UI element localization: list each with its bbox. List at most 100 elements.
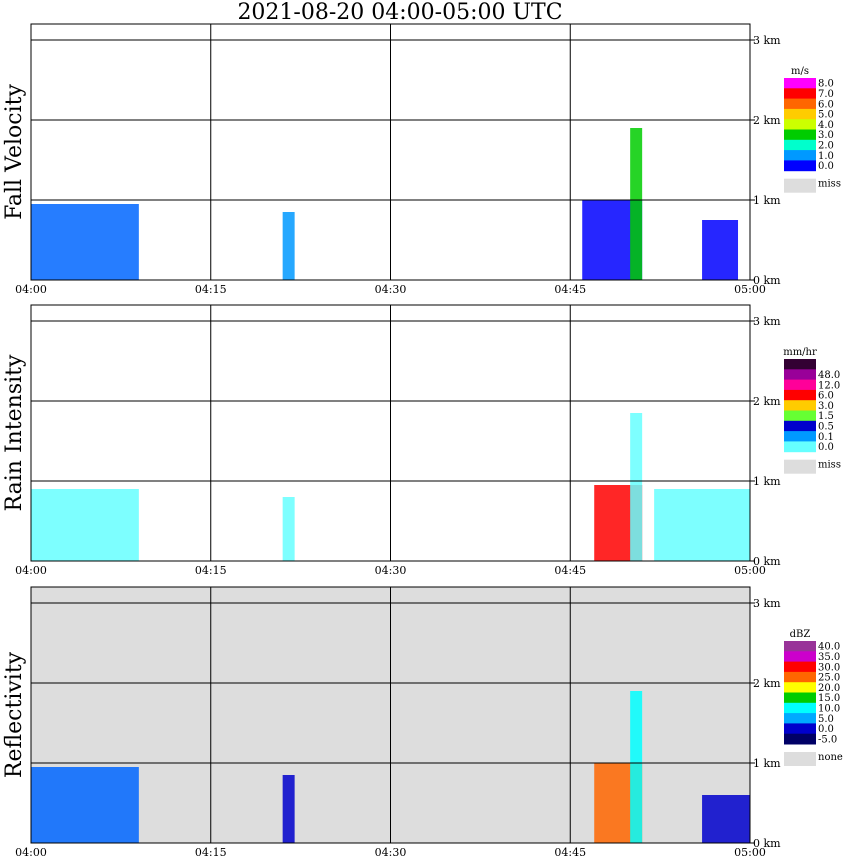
colorbar-swatch (784, 379, 816, 391)
colorbar-label: 1.0 (818, 151, 834, 162)
y-tick-label: 1 km (753, 475, 781, 488)
colorbar-label: 0.0 (818, 442, 834, 453)
panel-ylabel: Reflectivity (2, 651, 27, 778)
colorbar-label: 3.0 (818, 130, 834, 141)
colorbar-label: 8.0 (818, 79, 834, 90)
colorbar-label: 0.5 (818, 421, 834, 432)
plot-frame-1 (30, 23, 751, 281)
colorbar-label: 10.0 (818, 703, 840, 714)
colorbar-label: 5.0 (818, 714, 834, 725)
colorbar-label: 6.0 (818, 391, 834, 402)
colorbar-swatch (784, 139, 816, 151)
colorbar-swatch (784, 359, 816, 370)
x-tick-label: 04:45 (554, 846, 586, 859)
plot-frame-3 (30, 586, 751, 844)
echo-3-5 (702, 795, 750, 843)
x-tick-label: 04:00 (15, 283, 47, 296)
colorbar-label: 5.0 (818, 110, 834, 121)
x-tick-label: 04:15 (195, 283, 227, 296)
y-tick-label: 2 km (753, 114, 781, 127)
colorbar-unit: mm/hr (783, 347, 817, 358)
colorbar-missing-label: miss (818, 179, 841, 190)
echo-3-1 (31, 767, 139, 843)
y-tick-label: 0 km (753, 555, 781, 568)
colorbar-swatch (784, 651, 816, 663)
y-tick-label: 2 km (753, 677, 781, 690)
echo-2-4 (630, 413, 643, 561)
colorbar-label: 25.0 (818, 673, 840, 684)
colorbar-missing-label: none (818, 752, 843, 763)
colorbar-label: 12.0 (818, 380, 840, 391)
colorbar-missing-swatch (784, 178, 816, 193)
colorbar-missing-swatch (784, 752, 816, 766)
y-tick-label: 0 km (753, 837, 781, 850)
colorbar-swatch (784, 389, 816, 401)
x-tick-label: 04:00 (15, 564, 47, 577)
colorbar-label: 0.0 (818, 161, 834, 172)
colorbar-label: 40.0 (818, 642, 840, 653)
colorbar-swatch (784, 733, 816, 745)
colorbar-swatch (784, 692, 816, 704)
colorbar-swatch (784, 400, 816, 411)
colorbar-swatch (784, 410, 816, 422)
colorbar-label: 35.0 (818, 652, 840, 663)
colorbar-swatch (784, 702, 816, 714)
y-tick-label: 2 km (753, 395, 781, 408)
colorbar-label: 20.0 (818, 683, 840, 694)
x-tick-label: 04:30 (375, 846, 407, 859)
echo-2-1 (31, 489, 139, 561)
x-tick-label: 05:00 (734, 283, 766, 296)
y-tick-label: 1 km (753, 757, 781, 770)
colorbar-label: 4.0 (818, 120, 834, 131)
colorbar-label: 3.0 (818, 401, 834, 412)
colorbar-swatch (784, 420, 816, 432)
colorbar-label: 6.0 (818, 99, 834, 110)
x-tick-label: 04:30 (375, 283, 407, 296)
x-tick-label: 04:00 (15, 846, 47, 859)
x-tick-label: 04:30 (375, 564, 407, 577)
echo-3-2 (282, 775, 295, 843)
x-tick-label: 04:15 (195, 564, 227, 577)
panel-ylabel: Rain Intensity (2, 354, 27, 511)
colorbar-missing-swatch (784, 459, 816, 474)
colorbar-label: 48.0 (818, 370, 840, 381)
echo-2-2 (282, 497, 295, 561)
colorbar-swatch (784, 369, 816, 381)
colorbar-swatch (784, 98, 816, 110)
colorbar-swatch (784, 713, 816, 724)
panel-ylabel: Fall Velocity (2, 84, 27, 220)
x-tick-label: 05:00 (734, 846, 766, 859)
colorbar-label: 2.0 (818, 140, 834, 151)
x-tick-label: 04:45 (554, 564, 586, 577)
echo-1-4 (630, 128, 643, 280)
y-tick-label: 3 km (753, 315, 781, 328)
echo-1-1 (31, 204, 139, 280)
colorbar-swatch (784, 78, 816, 89)
colorbar-swatch (784, 150, 816, 161)
colorbar-swatch (784, 129, 816, 141)
colorbar-label: 15.0 (818, 693, 840, 704)
x-tick-label: 05:00 (734, 564, 766, 577)
colorbar-label: 7.0 (818, 89, 834, 100)
colorbar-missing-label: miss (818, 460, 841, 471)
echo-1-5 (702, 220, 739, 280)
y-tick-label: 3 km (753, 597, 781, 610)
colorbar-swatch (784, 160, 816, 172)
colorbar-swatch (784, 88, 816, 100)
echo-1-2 (282, 212, 295, 280)
x-tick-label: 04:45 (554, 283, 586, 296)
echo-2-5 (654, 489, 750, 561)
colorbar-swatch (784, 108, 816, 120)
y-tick-label: 1 km (753, 194, 781, 207)
y-tick-label: 0 km (753, 274, 781, 287)
x-tick-label: 04:15 (195, 846, 227, 859)
colorbar-unit: m/s (791, 66, 809, 77)
colorbar-swatch (784, 641, 816, 652)
echo-3-4 (630, 691, 643, 843)
colorbar-swatch (784, 431, 816, 442)
colorbar-swatch (784, 682, 816, 693)
colorbar-label: -5.0 (818, 734, 837, 745)
colorbar-swatch (784, 441, 816, 453)
colorbar-swatch (784, 119, 816, 130)
